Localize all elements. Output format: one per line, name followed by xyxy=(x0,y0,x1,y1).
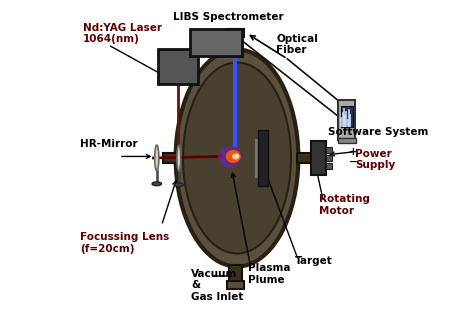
Ellipse shape xyxy=(226,150,241,163)
Text: +: + xyxy=(349,147,357,157)
Ellipse shape xyxy=(177,145,181,171)
Text: Vacuum
&
Gas Inlet: Vacuum & Gas Inlet xyxy=(191,269,244,302)
Text: Focussing Lens
(f=20cm): Focussing Lens (f=20cm) xyxy=(80,232,169,253)
Ellipse shape xyxy=(155,145,159,171)
Text: LIBS Spectrometer: LIBS Spectrometer xyxy=(173,12,283,22)
Bar xyxy=(326,163,332,169)
FancyBboxPatch shape xyxy=(158,50,198,84)
Ellipse shape xyxy=(174,183,183,187)
Ellipse shape xyxy=(152,182,162,186)
Text: Power
Supply: Power Supply xyxy=(355,149,395,170)
Bar xyxy=(341,106,353,126)
Text: Nd:YAG Laser
1064(nm): Nd:YAG Laser 1064(nm) xyxy=(83,23,162,44)
Ellipse shape xyxy=(176,50,298,266)
Text: −: − xyxy=(349,156,357,167)
Bar xyxy=(228,265,242,282)
Text: Rotating
Motor: Rotating Motor xyxy=(319,194,370,216)
Bar xyxy=(227,281,244,289)
Bar xyxy=(297,153,311,163)
Text: Target: Target xyxy=(295,256,333,265)
Bar xyxy=(228,35,242,52)
Bar xyxy=(163,153,177,163)
FancyBboxPatch shape xyxy=(190,29,242,56)
Ellipse shape xyxy=(183,63,291,253)
Ellipse shape xyxy=(236,155,238,157)
Bar xyxy=(227,29,244,37)
Text: Optical
Fiber: Optical Fiber xyxy=(276,34,318,55)
Text: Plasma
Plume: Plasma Plume xyxy=(248,264,291,285)
Bar xyxy=(326,155,332,161)
Text: Software System: Software System xyxy=(328,126,428,137)
Bar xyxy=(337,138,356,143)
Bar xyxy=(258,130,267,186)
Ellipse shape xyxy=(232,153,239,160)
FancyBboxPatch shape xyxy=(338,100,356,140)
Bar xyxy=(311,141,326,175)
Bar xyxy=(326,147,332,153)
Ellipse shape xyxy=(219,146,242,167)
Text: HR-Mirror: HR-Mirror xyxy=(80,139,137,149)
Bar xyxy=(255,137,262,179)
